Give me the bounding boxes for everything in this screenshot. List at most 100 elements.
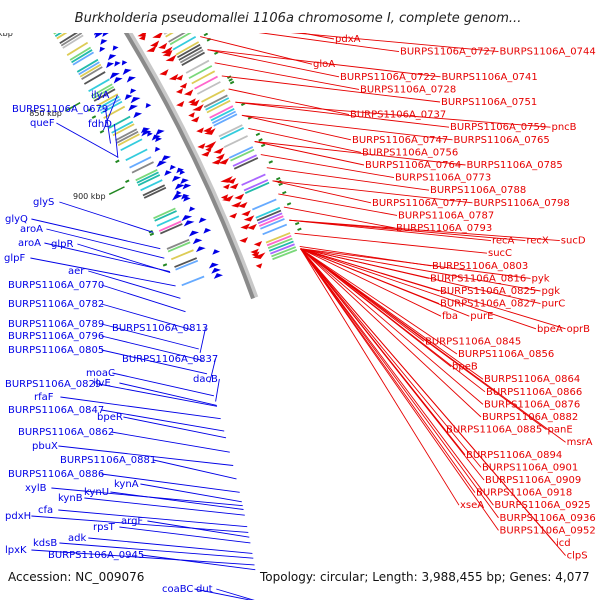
forward-gene-arrow xyxy=(218,157,230,165)
reverse-gene-label: BURPS1106A_0782 xyxy=(8,299,104,310)
feature-stripe xyxy=(181,51,205,66)
feature-stripe xyxy=(206,99,231,114)
backbone-arc-shadow xyxy=(103,0,259,299)
rna-marker xyxy=(229,80,235,85)
feature-stripe xyxy=(205,97,230,111)
feature-stripe xyxy=(62,34,84,49)
reverse-label-leader xyxy=(111,431,230,453)
forward-gene-label: BURPS1106A_0909 xyxy=(485,475,581,486)
forward-gene-arrow xyxy=(255,263,263,269)
feature-stripe xyxy=(92,85,115,100)
feature-stripe xyxy=(69,46,92,61)
reverse-label-leader xyxy=(101,409,225,432)
forward-gene-label: gloA xyxy=(313,59,335,70)
forward-gene-label: bpeB xyxy=(452,362,478,373)
feature-stripe xyxy=(137,174,161,187)
reverse-label-leader xyxy=(46,228,165,259)
forward-gene-arrow xyxy=(243,215,255,222)
map-title: Burkholderia pseudomallei 1106a chromoso… xyxy=(75,11,522,26)
reverse-gene-arrow xyxy=(183,196,191,202)
forward-gene-label: BURPS1106A_0845 xyxy=(425,336,521,347)
forward-label-leader xyxy=(272,180,372,204)
feature-stripe xyxy=(159,223,183,235)
reverse-gene-arrow xyxy=(121,60,128,66)
forward-gene-label: BURPS1106A_0885 xyxy=(446,425,542,436)
feature-stripe xyxy=(81,66,103,80)
rna-marker xyxy=(214,51,219,55)
forward-label-leader xyxy=(272,180,473,204)
forward-gene-label: pncB xyxy=(552,122,577,133)
reverse-gene-label: BURPS1106A_0805 xyxy=(8,345,104,356)
forward-label-leader xyxy=(300,248,537,330)
reverse-gene-arrow xyxy=(172,194,183,201)
reverse-label-leader xyxy=(141,554,256,571)
feature-stripe xyxy=(66,41,89,56)
reverse-gene-arrow xyxy=(182,183,192,190)
reverse-gene-arrow xyxy=(212,249,221,255)
reverse-gene-arrow xyxy=(161,155,171,162)
forward-gene-arrow xyxy=(146,45,157,53)
reverse-gene-label: aroA xyxy=(18,238,41,249)
forward-gene-label: clpS xyxy=(567,551,588,562)
forward-gene-arrow xyxy=(205,146,212,152)
forward-label-leader xyxy=(300,248,460,506)
reverse-gene-arrow xyxy=(183,220,195,227)
forward-gene-label: BURPS1106A_0747 xyxy=(352,135,448,146)
feature-stripe xyxy=(78,61,100,76)
reverse-label-leader xyxy=(98,383,218,407)
reverse-gene-label: BURPS1106A_0770 xyxy=(8,280,104,291)
forward-gene-label: BURPS1106A_0727 xyxy=(400,47,496,58)
rna-marker xyxy=(294,221,300,226)
feature-stripe xyxy=(178,46,203,61)
feature-stripe xyxy=(270,243,295,255)
reverse-gene-label: bpeR xyxy=(97,412,123,423)
forward-gene-label: BURPS1106A_0952 xyxy=(500,525,596,536)
reverse-gene-label: glyQ xyxy=(5,214,28,225)
reverse-gene-label: moaC xyxy=(86,368,115,379)
reverse-label-leader xyxy=(194,588,252,600)
reverse-gene-label: BURPS1106A_0862 xyxy=(18,427,114,438)
feature-stripe xyxy=(265,232,291,244)
forward-gene-arrow xyxy=(229,183,239,190)
feature-stripe xyxy=(188,65,213,80)
feature-stripe xyxy=(233,157,259,170)
rna-marker xyxy=(115,159,120,164)
forward-gene-label: bpeA xyxy=(537,324,563,335)
reverse-gene-label: ilvE xyxy=(93,378,111,389)
reverse-label-leader xyxy=(101,323,199,350)
forward-gene-arrow xyxy=(201,150,211,157)
feature-stripe xyxy=(258,215,284,227)
forward-label-leader xyxy=(221,75,441,103)
reverse-gene-arrow xyxy=(192,238,203,245)
rna-marker xyxy=(228,78,233,82)
feature-stripe xyxy=(272,249,298,261)
forward-gene-arrow xyxy=(138,34,146,41)
forward-gene-arrow xyxy=(176,100,185,107)
reverse-gene-label: glpR xyxy=(51,239,73,250)
reverse-gene-label: xylB xyxy=(25,483,47,494)
reverse-gene-arrow xyxy=(141,130,152,137)
feature-stripe xyxy=(166,238,190,250)
forward-gene-arrow xyxy=(204,128,216,135)
forward-label-leader xyxy=(300,248,566,556)
reverse-label-leader xyxy=(101,335,203,361)
forward-gene-arrow xyxy=(241,210,251,217)
reverse-gene-arrow xyxy=(198,217,207,224)
forward-gene-label: BURPS1106A_0756 xyxy=(362,147,458,158)
reverse-label-leader xyxy=(31,549,255,566)
forward-gene-label: panE xyxy=(548,425,573,436)
rna-marker xyxy=(260,143,266,148)
rna-marker xyxy=(99,129,105,134)
feature-stripe xyxy=(218,124,243,138)
forward-gene-arrow xyxy=(179,82,187,89)
forward-gene-arrow xyxy=(247,223,257,230)
title-backdrop xyxy=(0,0,600,33)
feature-stripe xyxy=(262,223,288,236)
feature-stripe xyxy=(167,241,191,253)
feature-stripe xyxy=(268,240,294,252)
reverse-label-leader xyxy=(88,537,253,554)
forward-gene-arrow xyxy=(158,42,168,50)
forward-gene-arrow xyxy=(222,195,234,202)
feature-stripe xyxy=(120,138,143,152)
